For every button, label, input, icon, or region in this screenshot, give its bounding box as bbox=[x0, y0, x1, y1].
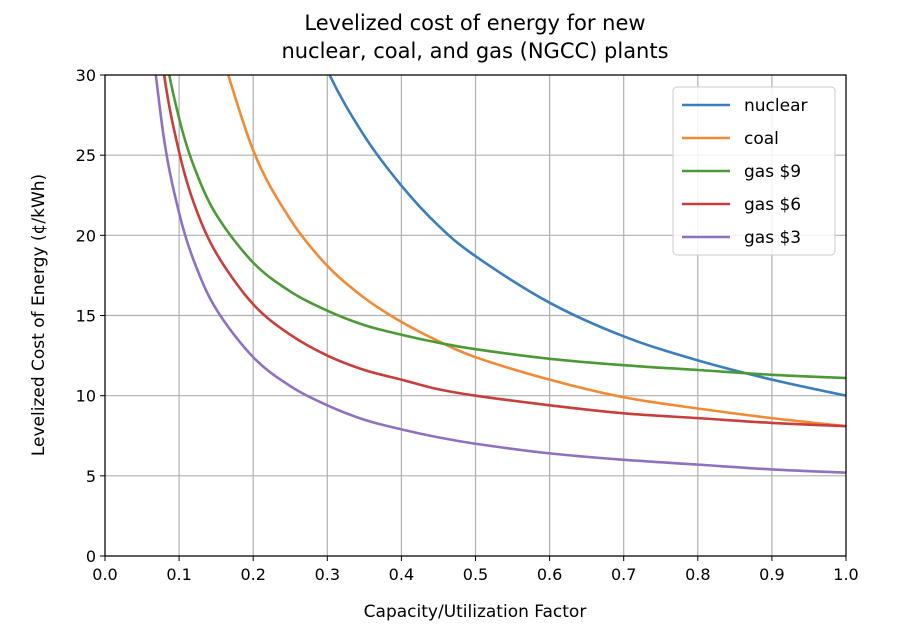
y-tick-label: 30 bbox=[76, 66, 96, 85]
y-tick-label: 20 bbox=[76, 226, 96, 245]
series-line-coal bbox=[226, 75, 846, 428]
x-tick-label: 0.4 bbox=[389, 565, 414, 584]
x-axis-label: Capacity/Utilization Factor bbox=[364, 602, 587, 622]
legend-label: nuclear bbox=[744, 96, 807, 116]
x-tick-label: 0.1 bbox=[166, 565, 191, 584]
series-line-gas-3 bbox=[154, 75, 846, 474]
chart-title-line-2: nuclear, coal, and gas (NGCC) plants bbox=[281, 39, 668, 63]
x-tick-label: 0.5 bbox=[463, 565, 488, 584]
legend: nuclear coal gas $9 gas $6 gas $3 bbox=[672, 86, 836, 256]
x-tick-label: 0.3 bbox=[315, 565, 340, 584]
legend-box bbox=[672, 86, 836, 256]
series-line-gas-9 bbox=[167, 75, 846, 380]
x-tick-label: 0.8 bbox=[685, 565, 710, 584]
y-axis-label: Levelized Cost of Energy (¢/kWh) bbox=[29, 174, 49, 456]
x-tick-label: 0.9 bbox=[759, 565, 784, 584]
series-line-nuclear bbox=[328, 75, 846, 397]
chart-title-line-1: Levelized cost of energy for new bbox=[304, 11, 645, 35]
series-line-gas-6 bbox=[162, 75, 846, 428]
y-tick-label: 0 bbox=[86, 547, 96, 566]
legend-label: coal bbox=[744, 129, 779, 149]
y-tick-label: 10 bbox=[76, 387, 96, 406]
legend-label: gas $3 bbox=[744, 228, 801, 248]
y-tick-label: 25 bbox=[76, 146, 96, 165]
x-tick-label: 0.7 bbox=[611, 565, 636, 584]
x-tick-label: 1.0 bbox=[833, 565, 858, 584]
x-tick-label: 0.2 bbox=[240, 565, 265, 584]
x-tick-label: 0.0 bbox=[92, 565, 117, 584]
legend-label: gas $6 bbox=[744, 195, 801, 215]
y-tick-label: 15 bbox=[76, 307, 96, 326]
legend-label: gas $9 bbox=[744, 162, 801, 182]
y-tick-label: 5 bbox=[86, 467, 96, 486]
x-tick-label: 0.6 bbox=[537, 565, 562, 584]
